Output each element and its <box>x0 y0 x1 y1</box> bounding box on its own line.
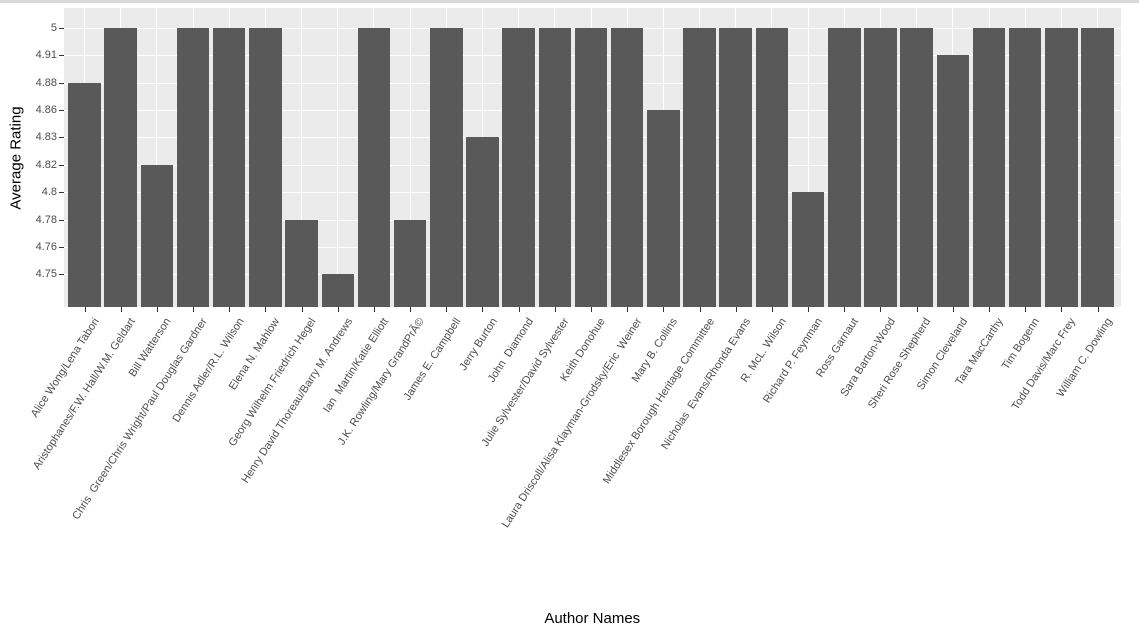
bar-3 <box>140 164 174 307</box>
bar-7 <box>285 219 318 307</box>
x-tick-mark <box>554 307 556 312</box>
y-tick-label: 4.75 <box>35 268 57 281</box>
bar-22 <box>828 27 861 307</box>
x-tick-mark <box>373 307 375 312</box>
y-tick-label: 4.91 <box>35 49 57 62</box>
x-tick-mark <box>808 307 810 312</box>
x-tick-mark <box>1061 307 1063 312</box>
x-tick-mark <box>265 307 267 312</box>
y-tick-label: 4.88 <box>35 76 57 89</box>
x-tick-mark <box>410 307 412 312</box>
plot-panel <box>63 8 1121 307</box>
x-gridline <box>409 8 411 307</box>
y-tick-mark <box>58 164 64 166</box>
x-tick-label: Alice Wong/Lena Tabori <box>28 316 102 420</box>
x-gridline <box>156 8 158 307</box>
x-tick-mark <box>591 307 593 312</box>
y-tick-mark <box>58 82 64 84</box>
y-tick-label: 4.83 <box>35 131 57 144</box>
x-tick-mark <box>156 307 158 312</box>
x-tick-label: Dennis Adler/R.L. Wilson <box>169 316 247 425</box>
bar-1 <box>68 82 101 307</box>
y-tick-mark <box>58 274 64 276</box>
bar-26 <box>972 27 1006 307</box>
bar-12 <box>466 137 499 307</box>
bar-16 <box>610 27 644 307</box>
bar-10 <box>393 219 427 307</box>
x-tick-mark <box>84 307 86 312</box>
y-tick-mark <box>58 219 64 221</box>
y-tick-label: 4.82 <box>35 158 57 171</box>
bar-28 <box>1045 27 1078 307</box>
x-tick-label: Sheri Rose Shepherd <box>866 316 934 411</box>
x-gridline <box>807 8 809 307</box>
x-gridline <box>337 8 339 307</box>
x-tick-mark <box>735 307 737 312</box>
y-tick-mark <box>58 246 64 248</box>
bar-18 <box>683 27 716 307</box>
x-tick-mark <box>482 307 484 312</box>
x-tick-label: Laura Driscoll/Alisa Klayman-Grodsky/Eri… <box>499 316 645 531</box>
x-axis-title: Author Names <box>544 610 641 627</box>
bar-15 <box>574 27 608 307</box>
x-gridline <box>301 8 303 307</box>
y-tick-label: 4.78 <box>35 213 57 226</box>
y-tick-mark <box>58 192 64 194</box>
bar-29 <box>1081 27 1114 307</box>
bar-25 <box>936 55 970 307</box>
x-tick-mark <box>880 307 882 312</box>
bar-11 <box>430 27 463 307</box>
x-tick-label: Chris Green/Chris Wright/Paul Douglas Ga… <box>70 316 211 522</box>
y-tick-mark <box>58 27 64 29</box>
x-tick-mark <box>663 307 665 312</box>
y-tick-label: 5 <box>50 21 57 34</box>
bar-6 <box>249 27 282 307</box>
x-tick-label: Ian Martin/Katie Elliott <box>321 316 392 415</box>
x-tick-mark <box>771 307 773 312</box>
bar-27 <box>1008 27 1042 307</box>
bar-2 <box>104 27 137 307</box>
y-tick-mark <box>58 109 64 111</box>
x-tick-mark <box>301 307 303 312</box>
y-tick-mark <box>58 137 64 139</box>
x-tick-mark <box>1097 307 1099 312</box>
x-tick-mark <box>518 307 520 312</box>
y-tick-label: 4.8 <box>41 186 57 199</box>
window-top-edge <box>0 0 1139 3</box>
bar-23 <box>864 27 897 307</box>
bar-24 <box>900 27 933 307</box>
x-tick-mark <box>1025 307 1027 312</box>
y-tick-label: 4.76 <box>35 240 57 253</box>
x-tick-mark <box>229 307 231 312</box>
x-tick-mark <box>844 307 846 312</box>
x-tick-mark <box>916 307 918 312</box>
x-tick-label: Todd Davis/Marc Frey <box>1010 316 1079 413</box>
bar-19 <box>719 27 752 307</box>
bar-4 <box>176 27 210 307</box>
x-tick-mark <box>337 307 339 312</box>
x-tick-mark <box>989 307 990 312</box>
x-tick-mark <box>120 307 122 312</box>
y-tick-mark <box>58 55 64 57</box>
bar-5 <box>212 27 246 307</box>
bar-14 <box>538 27 572 307</box>
x-tick-mark <box>952 307 954 312</box>
x-tick-mark <box>627 307 629 312</box>
x-tick-mark <box>699 307 701 312</box>
bar-17 <box>647 109 680 307</box>
bar-8 <box>321 274 354 307</box>
x-tick-mark <box>193 307 195 312</box>
bar-20 <box>755 27 789 307</box>
bar-9 <box>357 27 391 307</box>
y-tick-label: 4.86 <box>35 103 57 116</box>
bar-21 <box>791 192 825 307</box>
bar-13 <box>502 27 535 307</box>
x-tick-mark <box>446 307 448 312</box>
